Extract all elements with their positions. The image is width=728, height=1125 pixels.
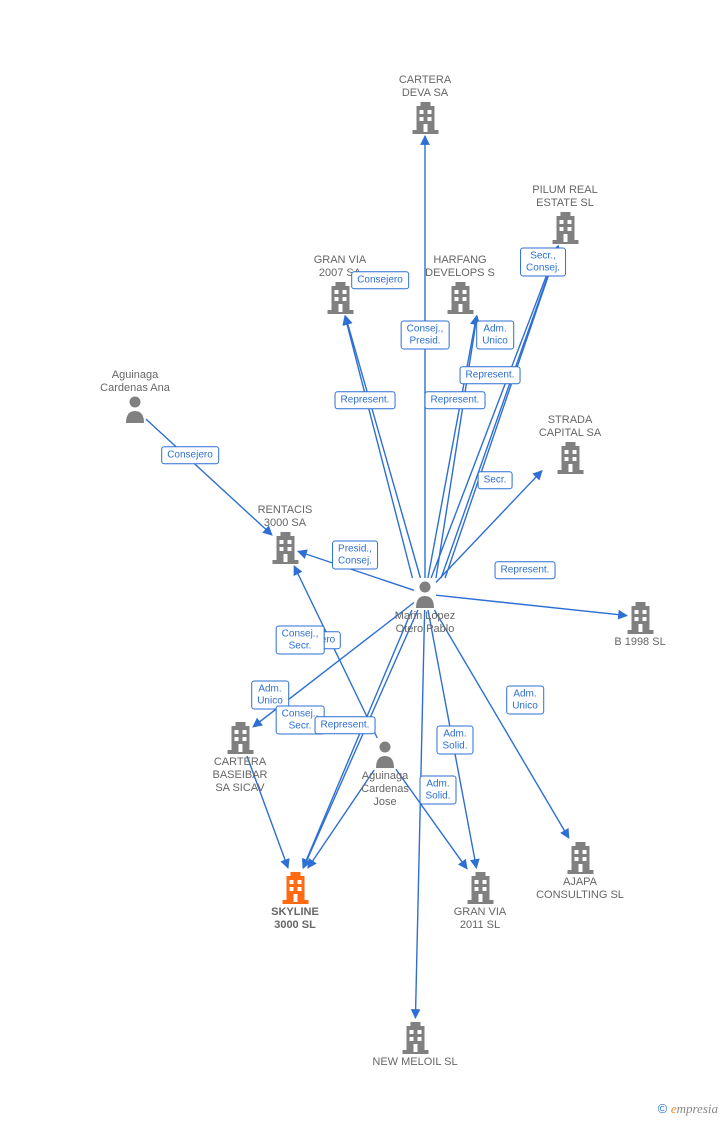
node-aguinaga_ana[interactable]: Aguinaga Cardenas Ana [75, 367, 195, 423]
edge-label: Consejero [351, 271, 409, 289]
node-label: CARTERA BASEIBAR SA SICAV [180, 756, 300, 796]
edge-label: Represent. [495, 561, 556, 579]
node-label: STRADA CAPITAL SA [510, 414, 630, 440]
node-label: CARTERA DEVA SA [365, 74, 485, 100]
node-label: RENTACIS 3000 SA [225, 504, 345, 530]
edge-marin-gran_via_2007 [345, 316, 420, 578]
edge-label: Secr., Consej. [520, 248, 566, 277]
node-b1998[interactable]: B 1998 SL [580, 600, 700, 649]
edge-label: Adm. Solid. [419, 776, 456, 805]
edge-marin-harfang [436, 316, 477, 578]
node-label: PILUM REAL ESTATE SL [505, 184, 625, 210]
node-pilum[interactable]: PILUM REAL ESTATE SL [505, 182, 625, 244]
edge-marin-harfang [428, 316, 477, 578]
edge-label: Consej., Presid. [401, 321, 450, 350]
node-new_meloil[interactable]: NEW MELOIL SL [355, 1020, 475, 1069]
edge-label: Secr. [478, 471, 513, 489]
node-skyline[interactable]: SKYLINE 3000 SL [235, 870, 355, 932]
brand-rest: mpresia [677, 1101, 718, 1116]
node-cartera_deva[interactable]: CARTERA DEVA SA [365, 72, 485, 134]
copyright-symbol: © [658, 1101, 668, 1116]
edge-label: Represent. [315, 716, 376, 734]
edge-marin-new_meloil [415, 610, 424, 1018]
edge-label: Consej., Secr. [276, 626, 325, 655]
edge-label: Adm. Unico [476, 321, 514, 350]
edge-label: Adm. Unico [506, 686, 544, 715]
footer: © empresia [658, 1101, 718, 1117]
node-harfang[interactable]: HARFANG DEVELOPS S [400, 252, 520, 314]
edge-label: Consejero [161, 446, 219, 464]
node-rentacis[interactable]: RENTACIS 3000 SA [225, 502, 345, 564]
node-label: HARFANG DEVELOPS S [400, 254, 520, 280]
edge-label: Presid., Consej. [332, 541, 378, 570]
node-ajapa[interactable]: AJAPA CONSULTING SL [520, 840, 640, 902]
edge-label: Represent. [335, 391, 396, 409]
edge-label: Represent. [460, 366, 521, 384]
node-label: B 1998 SL [580, 636, 700, 649]
node-label: Marin Lopez Otero Pablo [365, 610, 485, 636]
node-label: AJAPA CONSULTING SL [520, 876, 640, 902]
node-label: Aguinaga Cardenas Ana [75, 369, 195, 395]
node-strada[interactable]: STRADA CAPITAL SA [510, 412, 630, 474]
edge-label: Adm. Solid. [436, 726, 473, 755]
edge-marin-gran_via_2007 [345, 316, 412, 578]
node-label: GRAN VIA 2011 SL [420, 906, 540, 932]
node-label: NEW MELOIL SL [355, 1056, 475, 1069]
node-label: SKYLINE 3000 SL [235, 906, 355, 932]
edge-label: Represent. [425, 391, 486, 409]
node-marin[interactable]: Marin Lopez Otero Pablo [365, 580, 485, 636]
